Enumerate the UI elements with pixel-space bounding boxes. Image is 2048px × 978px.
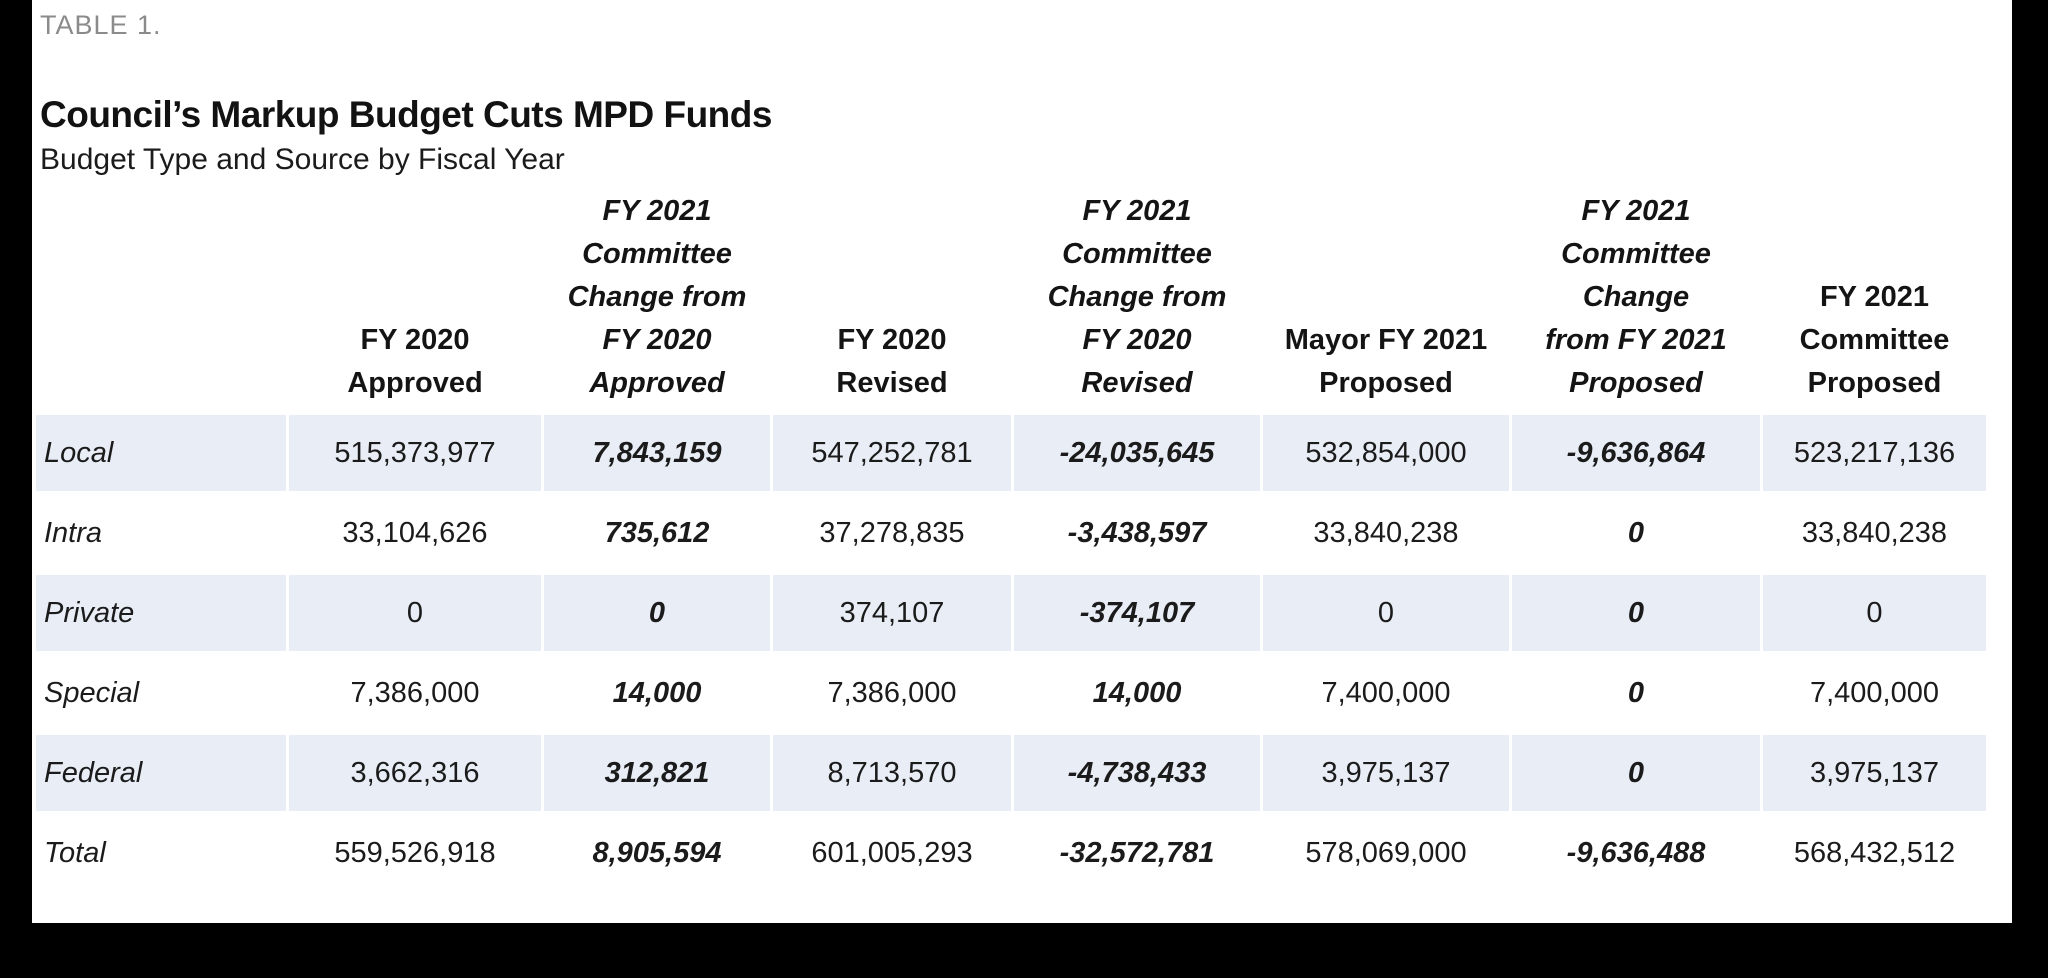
table-row-special: Special 7,386,000 14,000 7,386,000 14,000 7,4… [36, 653, 1986, 733]
cell-fy2021_committee_change_from_fy2020_approved: 8,905,594 [544, 813, 770, 893]
budget-table: FY 2020 Approved FY 2021 Committee Chang… [33, 190, 1989, 893]
header-row: FY 2020 Approved FY 2021 Committee Chang… [36, 190, 1986, 413]
cell-fy2020_revised: 37,278,835 [773, 493, 1011, 573]
row-label: Intra [36, 493, 286, 573]
cell-fy2020_approved: 33,104,626 [289, 493, 541, 573]
column-header-mayor-fy2021-proposed: Mayor FY 2021 Proposed [1284, 324, 1488, 399]
cell-fy2021_committee_change_from_fy2020_approved: 0 [544, 573, 770, 653]
cell-fy2021_committee_proposed: 568,432,512 [1763, 813, 1986, 893]
row-label: Local [36, 413, 286, 493]
table-number-label: TABLE 1. [40, 10, 162, 40]
page-subtitle: Budget Type and Source by Fiscal Year [40, 143, 565, 176]
cell-fy2021_committee_change_from_fy2020_revised: -4,738,433 [1014, 733, 1260, 813]
cell-mayor_fy2021_proposed: 578,069,000 [1263, 813, 1509, 893]
cell-fy2021_committee_change_from_fy2020_revised: -3,438,597 [1014, 493, 1260, 573]
row-label: Total [36, 813, 286, 893]
cell-fy2021_committee_proposed: 523,217,136 [1763, 413, 1986, 493]
cell-mayor_fy2021_proposed: 3,975,137 [1263, 733, 1509, 813]
cell-fy2021_committee_change_from_fy2020_revised: 14,000 [1014, 653, 1260, 733]
cell-fy2020_revised: 8,713,570 [773, 733, 1011, 813]
cell-mayor_fy2021_proposed: 532,854,000 [1263, 413, 1509, 493]
cell-fy2020_revised: 7,386,000 [773, 653, 1011, 733]
cell-fy2021_committee_change_from_fy2020_approved: 14,000 [544, 653, 770, 733]
column-header-fy2021-committee-proposed: FY 2021 Committee Proposed [1799, 281, 1950, 399]
table-row-federal: Federal 3,662,316 312,821 8,713,570 -4,738,4… [36, 733, 1986, 813]
cell-fy2020_revised: 601,005,293 [773, 813, 1011, 893]
cell-fy2021_committee_change_from_fy2020_revised: -374,107 [1014, 573, 1260, 653]
cell-fy2020_revised: 547,252,781 [773, 413, 1011, 493]
cell-fy2021_committee_change_from_fy2020_revised: -24,035,645 [1014, 413, 1260, 493]
cell-mayor_fy2021_proposed: 7,400,000 [1263, 653, 1509, 733]
cell-fy2020_approved: 515,373,977 [289, 413, 541, 493]
cell-fy2021_committee_change_from_fy2021_proposed: -9,636,488 [1512, 813, 1760, 893]
cell-fy2020_approved: 7,386,000 [289, 653, 541, 733]
cell-fy2021_committee_proposed: 7,400,000 [1763, 653, 1986, 733]
left-black-border [0, 0, 32, 978]
cell-fy2021_committee_change_from_fy2020_revised: -32,572,781 [1014, 813, 1260, 893]
page-title: Council’s Markup Budget Cuts MPD Funds [40, 94, 772, 135]
cell-fy2021_committee_proposed: 3,975,137 [1763, 733, 1986, 813]
right-black-border [2012, 0, 2048, 978]
row-label: Private [36, 573, 286, 653]
column-header-fy2020-revised: FY 2020 Revised [836, 324, 948, 399]
cell-fy2021_committee_change_from_fy2020_approved: 312,821 [544, 733, 770, 813]
cell-fy2020_approved: 3,662,316 [289, 733, 541, 813]
table-body: Local 515,373,977 7,843,159 547,252,781 -24,… [36, 413, 1986, 893]
cell-fy2020_approved: 559,526,918 [289, 813, 541, 893]
cell-fy2021_committee_change_from_fy2020_approved: 735,612 [544, 493, 770, 573]
table-row-total: Total 559,526,918 8,905,594 601,005,293 -32,… [36, 813, 1986, 893]
table-row-intra: Intra 33,104,626 735,612 37,278,835 -3,438,5… [36, 493, 1986, 573]
cell-fy2021_committee_proposed: 33,840,238 [1763, 493, 1986, 573]
column-header-fy2020-approved: FY 2020 Approved [347, 324, 483, 399]
table-row-private: Private 0 0 374,107 -374,107 0 0 0 [36, 573, 1986, 653]
bottom-black-border [0, 923, 2048, 978]
cell-fy2021_committee_change_from_fy2020_approved: 7,843,159 [544, 413, 770, 493]
table-row-local: Local 515,373,977 7,843,159 547,252,781 -24,… [36, 413, 1986, 493]
cell-fy2021_committee_change_from_fy2021_proposed: 0 [1512, 493, 1760, 573]
column-header-row-label [36, 190, 286, 413]
row-label: Special [36, 653, 286, 733]
cell-fy2020_revised: 374,107 [773, 573, 1011, 653]
column-header-fy2021-change-from-fy2021-proposed: FY 2021 Committee Change from FY 2021 Pr… [1545, 195, 1727, 399]
cell-fy2021_committee_change_from_fy2021_proposed: 0 [1512, 653, 1760, 733]
row-label: Federal [36, 733, 286, 813]
cell-mayor_fy2021_proposed: 33,840,238 [1263, 493, 1509, 573]
column-header-fy2021-change-from-fy2020-revised: FY 2021 Committee Change from FY 2020 Re… [1047, 195, 1227, 399]
cell-mayor_fy2021_proposed: 0 [1263, 573, 1509, 653]
column-header-fy2021-change-from-fy2020-approved: FY 2021 Committee Change from FY 2020 Ap… [567, 195, 747, 399]
cell-fy2020_approved: 0 [289, 573, 541, 653]
cell-fy2021_committee_change_from_fy2021_proposed: 0 [1512, 573, 1760, 653]
cell-fy2021_committee_change_from_fy2021_proposed: 0 [1512, 733, 1760, 813]
cell-fy2021_committee_proposed: 0 [1763, 573, 1986, 653]
cell-fy2021_committee_change_from_fy2021_proposed: -9,636,864 [1512, 413, 1760, 493]
